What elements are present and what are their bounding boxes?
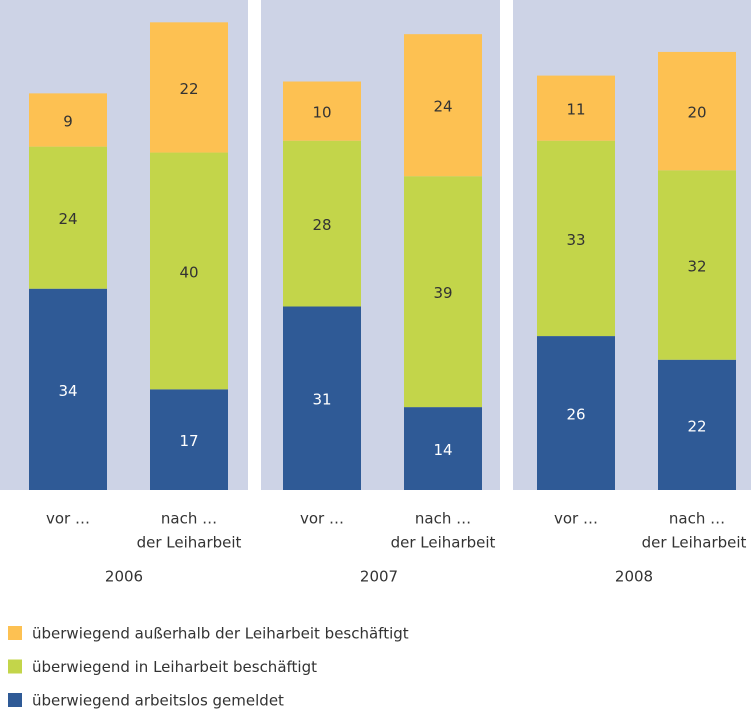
data-label: 40 <box>179 263 198 281</box>
data-label: 26 <box>566 406 585 424</box>
data-label: 24 <box>433 98 452 116</box>
legend-label: überwiegend in Leiharbeit beschäftigt <box>32 658 317 676</box>
data-label: 22 <box>179 80 198 98</box>
data-label: 14 <box>433 441 452 459</box>
bar-segment <box>537 336 615 490</box>
bar-segment <box>283 81 361 141</box>
bar-segment <box>29 288 107 490</box>
x-tick-label: vor … <box>300 510 344 528</box>
data-label: 22 <box>687 417 706 435</box>
data-label: 28 <box>312 216 331 234</box>
legend-swatch <box>8 693 22 707</box>
legend-label: überwiegend arbeitslos gemeldet <box>32 692 284 710</box>
x-tick-label: vor … <box>46 510 90 528</box>
x-tick-note: der Leiharbeit <box>642 534 747 552</box>
legend-swatch <box>8 659 22 674</box>
x-tick-note: der Leiharbeit <box>391 534 496 552</box>
bar-segment <box>283 140 361 307</box>
bar-segment <box>537 75 615 141</box>
group-label: 2008 <box>615 568 653 586</box>
bar-segment <box>658 359 736 490</box>
legend-label: überwiegend außerhalb der Leiharbeit bes… <box>32 625 409 643</box>
x-tick-label: nach … <box>161 510 217 528</box>
data-label: 31 <box>312 391 331 409</box>
data-label: 24 <box>58 210 77 228</box>
bar-segment <box>150 22 228 153</box>
bar-segment <box>150 152 228 390</box>
group-label: 2006 <box>105 568 143 586</box>
bar-segment <box>150 389 228 490</box>
bar-segment <box>537 140 615 337</box>
data-label: 20 <box>687 104 706 122</box>
x-tick-label: nach … <box>669 510 725 528</box>
group-label: 2007 <box>360 568 398 586</box>
bar-segment <box>29 93 107 147</box>
data-label: 34 <box>58 382 77 400</box>
data-label: 39 <box>433 284 452 302</box>
bar-segment <box>29 146 107 289</box>
data-label: 10 <box>312 104 331 122</box>
bar-segment <box>404 34 482 177</box>
bar-segment <box>658 51 736 171</box>
bar-segment <box>404 407 482 490</box>
bar-segment <box>283 306 361 490</box>
bar-segment <box>658 170 736 360</box>
x-tick-label: vor … <box>554 510 598 528</box>
data-label: 9 <box>63 113 73 131</box>
data-label: 32 <box>687 258 706 276</box>
legend-swatch <box>8 626 22 640</box>
x-tick-note: der Leiharbeit <box>137 534 242 552</box>
data-label: 33 <box>566 231 585 249</box>
data-label: 17 <box>179 432 198 450</box>
x-tick-label: nach … <box>415 510 471 528</box>
bar-segment <box>404 176 482 408</box>
data-label: 11 <box>566 101 585 119</box>
